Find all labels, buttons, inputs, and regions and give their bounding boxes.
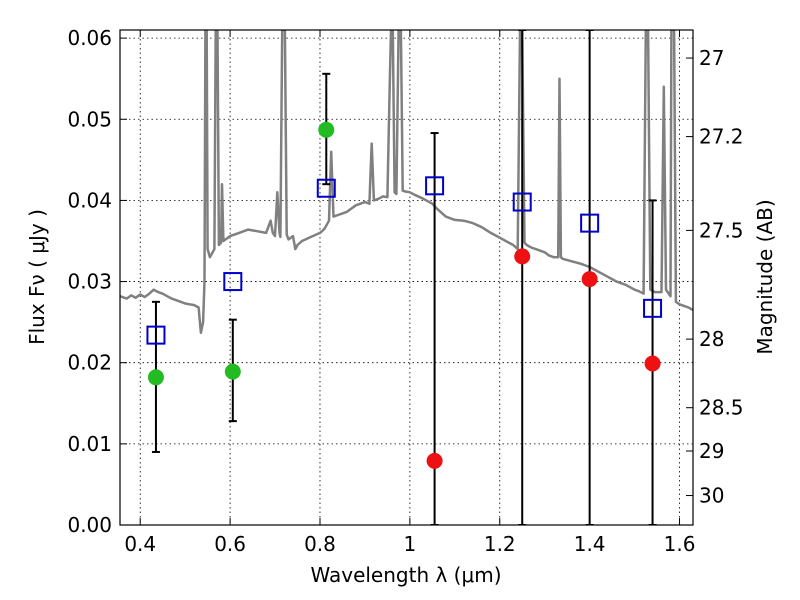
y-axis-title: Flux Fν ( μJy ) (25, 209, 49, 345)
tick-labels: 0.4 0.6 0.8 1 1.2 1.4 1.6 0.00 0.01 0.02 0.03 0.04 0… (67, 26, 743, 556)
flux-point (644, 355, 661, 372)
magnitude-tick-label: 27.5 (699, 218, 744, 242)
y-tick-label: 0.01 (67, 432, 112, 456)
y-tick-label: 0.04 (67, 188, 112, 212)
axis-ticks (120, 30, 693, 526)
model-band-square (425, 176, 445, 196)
flux-point (426, 452, 443, 469)
flux-point (224, 363, 241, 380)
plot-frame (119, 29, 694, 526)
model-band-square (643, 298, 663, 318)
x-tick-label: 1.6 (664, 532, 696, 556)
model-spectrum-layer (120, 30, 693, 334)
x-tick-label: 1.4 (574, 532, 606, 556)
magnitude-tick-label: 27.2 (699, 125, 744, 149)
model-band-square (580, 213, 600, 233)
flux-point (581, 271, 598, 288)
model-band-square (316, 178, 336, 198)
y-tick-label: 0.05 (67, 107, 112, 131)
x-axis-title: Wavelength λ (μm) (310, 563, 501, 587)
model-band-square (146, 325, 166, 345)
flux-point (147, 369, 164, 386)
x-tick-label: 0.6 (214, 532, 246, 556)
y-tick-label: 0.06 (67, 26, 112, 50)
x-tick-label: 0.8 (304, 532, 336, 556)
x-tick-label: 0.4 (124, 532, 156, 556)
x-tick-label: 1.2 (484, 532, 516, 556)
model-band-square (223, 272, 243, 292)
y2-axis-title: Magnitude (AB) (753, 199, 777, 354)
y-tick-label: 0.03 (67, 270, 112, 294)
magnitude-tick-label: 28 (699, 327, 724, 351)
magnitude-tick-label: 27 (699, 46, 724, 70)
magnitude-tick-label: 30 (699, 484, 724, 508)
x-tick-label: 1 (404, 532, 417, 556)
model-band-square (512, 192, 532, 212)
magnitude-tick-label: 28.5 (699, 396, 744, 420)
magnitude-tick-label: 29 (699, 439, 724, 463)
flux-point (514, 248, 531, 265)
y-tick-label: 0.02 (67, 351, 112, 375)
data-markers (146, 121, 663, 469)
y-tick-label: 0.00 (67, 513, 112, 537)
model-spectrum-line (120, 30, 693, 334)
flux-point (318, 121, 335, 138)
